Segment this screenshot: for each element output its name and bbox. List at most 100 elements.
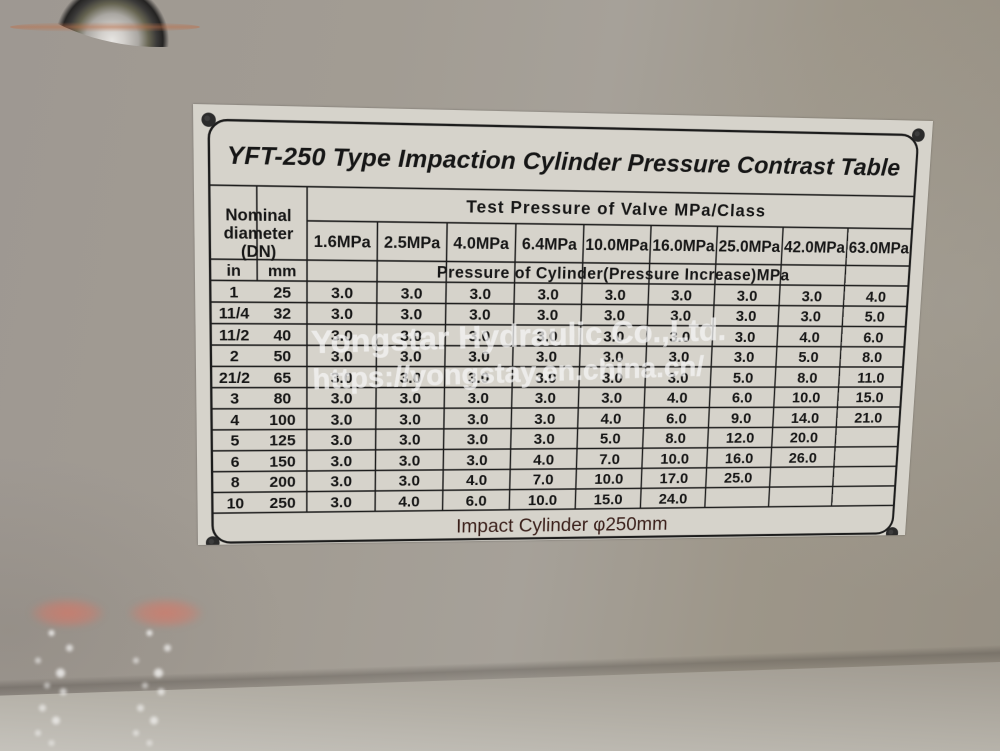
svg-text:3.0: 3.0 — [401, 284, 423, 302]
svg-text:4.0MPa: 4.0MPa — [453, 234, 509, 253]
svg-text:mm: mm — [268, 262, 297, 280]
svg-text:in: in — [226, 262, 241, 280]
svg-text:3.0: 3.0 — [533, 431, 554, 448]
svg-text:4.0: 4.0 — [398, 493, 420, 510]
svg-text:16.0MPa: 16.0MPa — [652, 236, 715, 255]
svg-text:2: 2 — [230, 348, 239, 366]
svg-text:3.0: 3.0 — [330, 432, 352, 449]
svg-text:10: 10 — [227, 495, 245, 512]
svg-text:(DN): (DN) — [241, 242, 276, 261]
svg-text:2.5MPa: 2.5MPa — [384, 233, 441, 252]
svg-text:Pressure of Cylinder(Pressure: Pressure of Cylinder(Pressure Increase)M… — [437, 263, 790, 284]
svg-text:200: 200 — [269, 473, 295, 490]
svg-text:12.0: 12.0 — [726, 430, 755, 447]
svg-text:8.0: 8.0 — [862, 349, 883, 366]
svg-text:3.0: 3.0 — [534, 410, 555, 427]
svg-text:3.0: 3.0 — [399, 431, 421, 448]
svg-text:3.0: 3.0 — [331, 305, 353, 323]
svg-text:10.0: 10.0 — [792, 389, 821, 406]
svg-text:3.0: 3.0 — [537, 285, 559, 303]
svg-text:10.0MPa: 10.0MPa — [585, 235, 649, 254]
svg-text:50: 50 — [273, 348, 291, 366]
svg-text:3.0: 3.0 — [399, 390, 421, 407]
svg-text:8.0: 8.0 — [665, 430, 686, 447]
svg-text:26.0: 26.0 — [788, 449, 817, 466]
svg-text:3.0: 3.0 — [399, 452, 421, 469]
svg-text:3.0: 3.0 — [671, 287, 693, 304]
svg-text:5.0: 5.0 — [864, 308, 885, 325]
svg-text:42.0MPa: 42.0MPa — [784, 238, 846, 257]
svg-text:6.0: 6.0 — [732, 389, 753, 406]
svg-text:3.0: 3.0 — [467, 431, 489, 448]
svg-text:4: 4 — [230, 411, 240, 428]
svg-text:20.0: 20.0 — [789, 429, 818, 446]
svg-text:3.0: 3.0 — [469, 285, 491, 303]
svg-text:3.0: 3.0 — [735, 308, 756, 325]
svg-text:21.0: 21.0 — [854, 409, 883, 426]
svg-text:5.0: 5.0 — [600, 430, 621, 447]
svg-text:14.0: 14.0 — [791, 410, 820, 427]
svg-text:25: 25 — [273, 283, 291, 301]
svg-text:4.0: 4.0 — [667, 390, 688, 407]
svg-text:3.0: 3.0 — [733, 349, 754, 366]
svg-text:6.0: 6.0 — [465, 492, 486, 509]
svg-text:3.0: 3.0 — [604, 286, 626, 303]
svg-text:3.0: 3.0 — [400, 306, 422, 324]
svg-text:Nominal: Nominal — [225, 205, 291, 225]
svg-text:3.0: 3.0 — [331, 284, 353, 302]
svg-text:25.0MPa: 25.0MPa — [718, 237, 781, 256]
svg-text:3.0: 3.0 — [801, 288, 822, 305]
svg-text:10.0: 10.0 — [660, 450, 689, 467]
svg-text:Impact Cylinder φ250mm: Impact Cylinder φ250mm — [456, 514, 668, 538]
svg-text:125: 125 — [269, 432, 295, 449]
svg-text:9.0: 9.0 — [731, 410, 752, 427]
svg-text:5: 5 — [230, 432, 239, 449]
svg-text:1.6MPa: 1.6MPa — [314, 232, 371, 252]
svg-text:3.0: 3.0 — [330, 494, 352, 511]
svg-text:63.0MPa: 63.0MPa — [848, 238, 910, 257]
svg-text:3.0: 3.0 — [535, 390, 557, 407]
svg-text:7.0: 7.0 — [599, 451, 620, 468]
svg-text:65: 65 — [274, 369, 292, 386]
svg-text:17.0: 17.0 — [659, 470, 688, 487]
svg-text:8.0: 8.0 — [797, 369, 818, 386]
svg-text:3.0: 3.0 — [331, 411, 353, 428]
svg-text:diameter: diameter — [224, 223, 294, 243]
svg-text:7.0: 7.0 — [532, 471, 553, 488]
svg-text:3.0: 3.0 — [736, 287, 757, 304]
svg-text:3.0: 3.0 — [800, 308, 821, 325]
svg-text:3.0: 3.0 — [467, 411, 489, 428]
svg-text:3: 3 — [230, 390, 239, 407]
svg-text:Test Pressure of Valve MPa/Cl: Test Pressure of Valve MPa/Class — [466, 196, 766, 220]
svg-text:10.0: 10.0 — [594, 471, 623, 488]
svg-text:4.0: 4.0 — [865, 288, 886, 305]
svg-text:3.0: 3.0 — [467, 390, 489, 407]
svg-text:5.0: 5.0 — [732, 369, 753, 386]
svg-text:3.0: 3.0 — [466, 452, 488, 469]
svg-text:25.0: 25.0 — [724, 470, 753, 487]
svg-text:6.0: 6.0 — [666, 410, 687, 427]
svg-text:21/2: 21/2 — [219, 369, 250, 387]
svg-text:4.0: 4.0 — [600, 410, 621, 427]
svg-text:150: 150 — [269, 453, 295, 470]
svg-text:5.0: 5.0 — [798, 349, 819, 366]
svg-text:250: 250 — [270, 494, 296, 511]
svg-text:3.0: 3.0 — [398, 472, 420, 489]
svg-text:32: 32 — [273, 305, 291, 323]
svg-text:11.0: 11.0 — [857, 369, 885, 386]
svg-text:6.0: 6.0 — [863, 329, 884, 346]
svg-text:3.0: 3.0 — [330, 452, 352, 469]
svg-text:1: 1 — [229, 283, 238, 301]
svg-text:6: 6 — [231, 453, 240, 470]
svg-text:100: 100 — [269, 411, 295, 428]
svg-text:80: 80 — [274, 390, 292, 407]
svg-text:4.0: 4.0 — [466, 472, 487, 489]
svg-text:3.0: 3.0 — [601, 390, 622, 407]
svg-text:6.4MPa: 6.4MPa — [522, 234, 578, 253]
svg-text:10.0: 10.0 — [528, 492, 558, 509]
svg-text:8: 8 — [231, 474, 240, 491]
svg-text:3.0: 3.0 — [399, 411, 421, 428]
svg-text:16.0: 16.0 — [725, 450, 754, 467]
svg-text:11/4: 11/4 — [219, 304, 250, 322]
svg-text:4.0: 4.0 — [799, 329, 820, 346]
